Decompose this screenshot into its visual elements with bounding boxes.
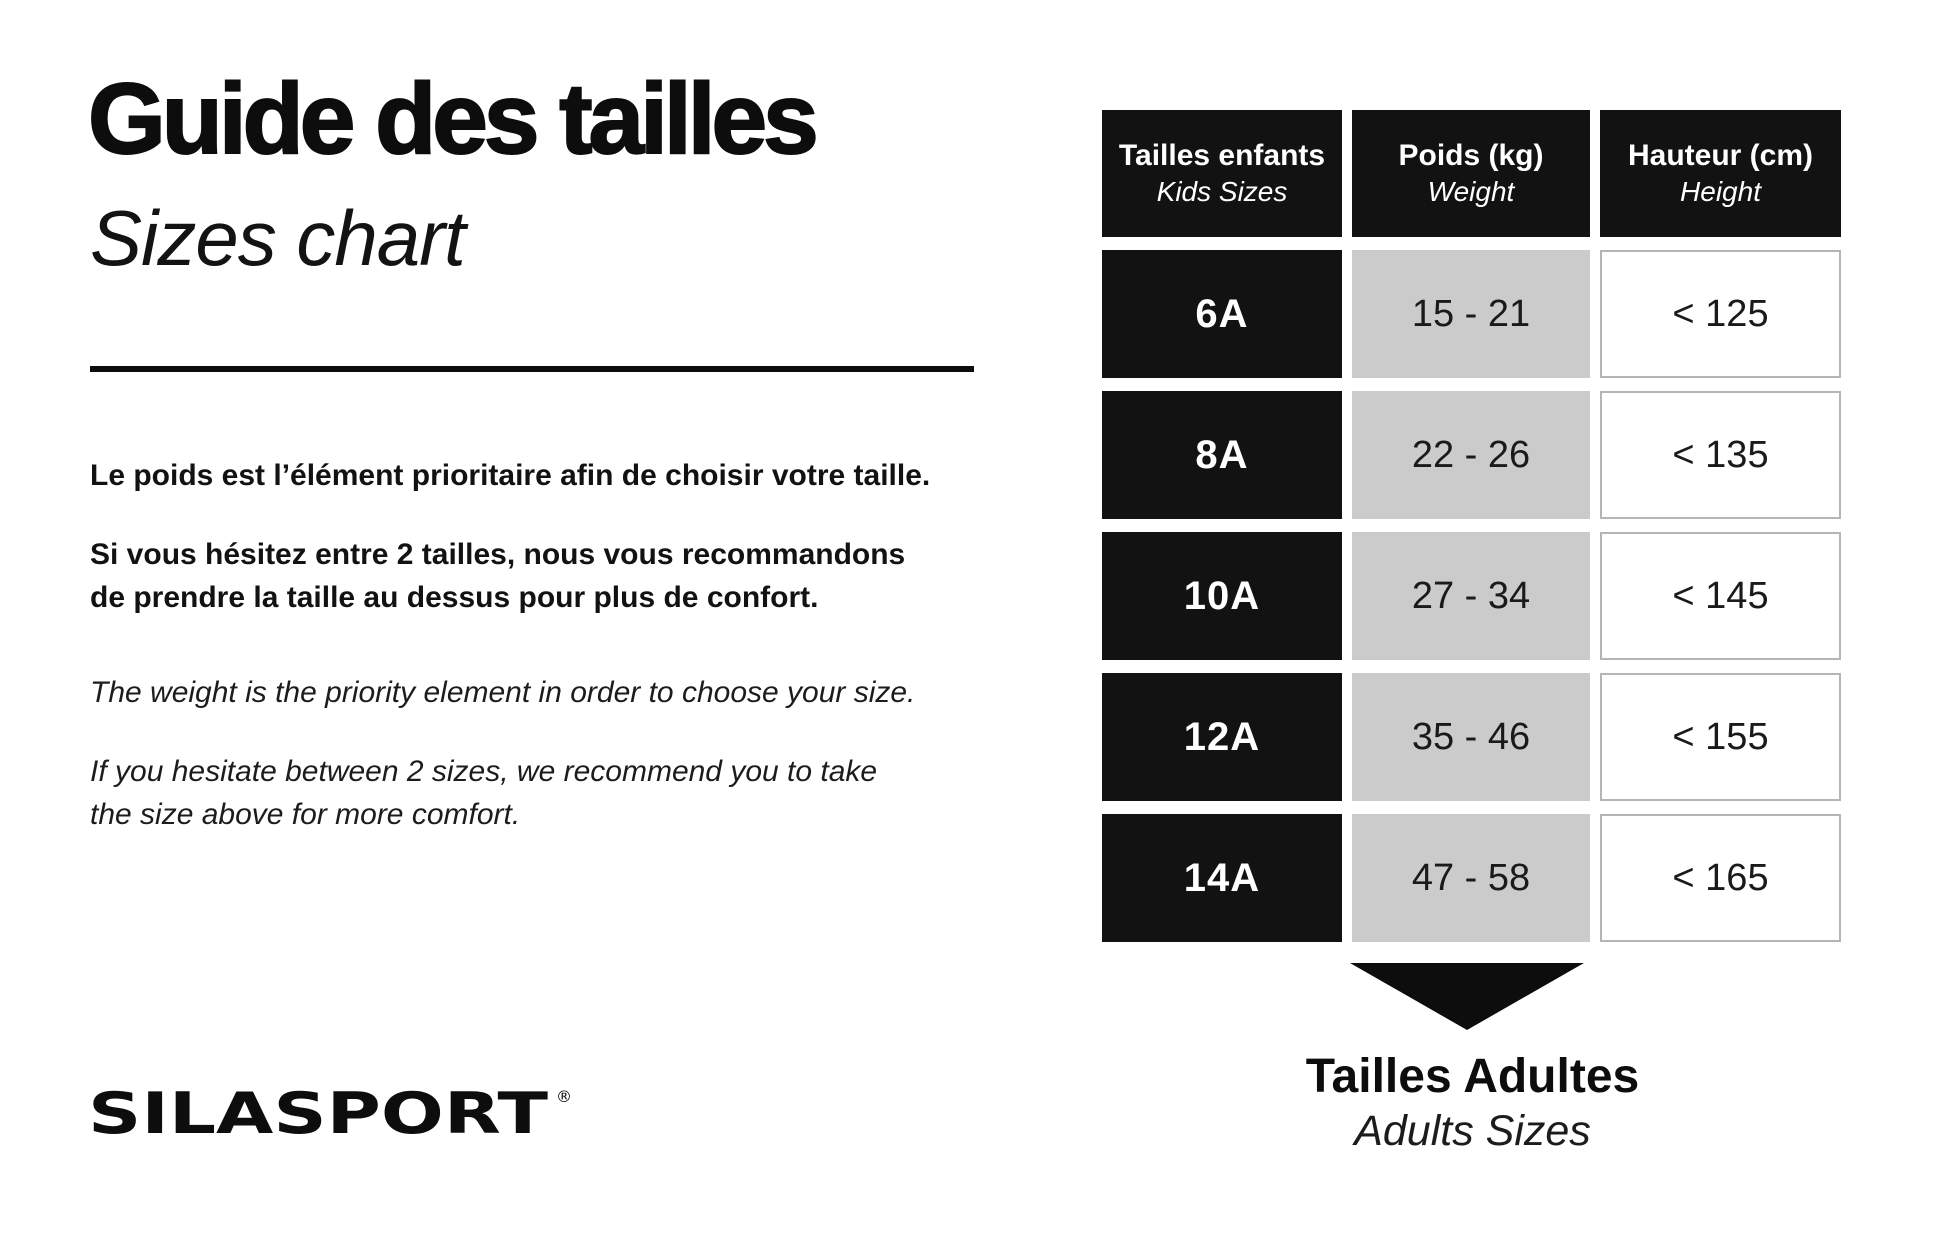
kids-sizes-table: Tailles enfants Kids Sizes Poids (kg) We… bbox=[1102, 110, 1841, 942]
table-row-10a-height: < 145 bbox=[1600, 532, 1841, 660]
table-row-6a-weight: 15 - 21 bbox=[1352, 250, 1590, 378]
page-title: Guide des tailles bbox=[87, 63, 820, 175]
header-height-fr: Hauteur (cm) bbox=[1627, 138, 1814, 172]
adults-sizes-label: Tailles Adultes Adults Sizes bbox=[1102, 1048, 1843, 1157]
header-kids-sizes-en: Kids Sizes bbox=[1156, 176, 1288, 208]
table-row-8a-height: < 135 bbox=[1600, 391, 1841, 519]
header-weight: Poids (kg) Weight bbox=[1352, 110, 1590, 237]
table-row-8a-weight: 22 - 26 bbox=[1352, 391, 1590, 519]
brand-logo: SILASPORT ® bbox=[88, 1081, 574, 1147]
table-row-14a-height: < 165 bbox=[1600, 814, 1841, 942]
table-row-12a-size: 12A bbox=[1102, 673, 1342, 801]
header-height-en: Height bbox=[1680, 176, 1761, 208]
page-subtitle: Sizes chart bbox=[90, 194, 466, 282]
table-row-6a-size: 6A bbox=[1102, 250, 1342, 378]
intro-text-fr-2: Si vous hésitez entre 2 tailles, nous vo… bbox=[90, 538, 906, 614]
adults-sizes-label-en: Adults Sizes bbox=[1354, 1106, 1591, 1155]
table-row-12a-weight: 35 - 46 bbox=[1352, 673, 1590, 801]
table-row-10a-size: 10A bbox=[1102, 532, 1342, 660]
adults-sizes-label-fr: Tailles Adultes bbox=[1305, 1050, 1640, 1103]
table-row-14a-size: 14A bbox=[1102, 814, 1342, 942]
header-height: Hauteur (cm) Height bbox=[1600, 110, 1841, 237]
table-row-14a-weight: 47 - 58 bbox=[1352, 814, 1590, 942]
header-kids-sizes: Tailles enfants Kids Sizes bbox=[1102, 110, 1342, 237]
header-kids-sizes-fr: Tailles enfants bbox=[1118, 138, 1326, 172]
down-arrow-icon bbox=[1350, 963, 1584, 1035]
silasport-logo-icon: SILASPORT ® bbox=[88, 1081, 572, 1147]
intro-text-en-1: The weight is the priority element in or… bbox=[90, 676, 916, 709]
header-weight-fr: Poids (kg) bbox=[1398, 138, 1544, 172]
intro-text-en-2: If you hesitate between 2 sizes, we reco… bbox=[90, 755, 878, 831]
header-weight-en: Weight bbox=[1427, 176, 1515, 208]
table-row-12a-height: < 155 bbox=[1600, 673, 1841, 801]
registered-mark: ® bbox=[556, 1087, 572, 1106]
title-divider bbox=[90, 366, 974, 372]
table-row-8a-size: 8A bbox=[1102, 391, 1342, 519]
intro-text-fr-1: Le poids est l’élément prioritaire afin … bbox=[90, 459, 931, 492]
table-row-6a-height: < 125 bbox=[1600, 250, 1841, 378]
logo-wordmark: SILASPORT bbox=[88, 1084, 548, 1142]
table-row-10a-weight: 27 - 34 bbox=[1352, 532, 1590, 660]
